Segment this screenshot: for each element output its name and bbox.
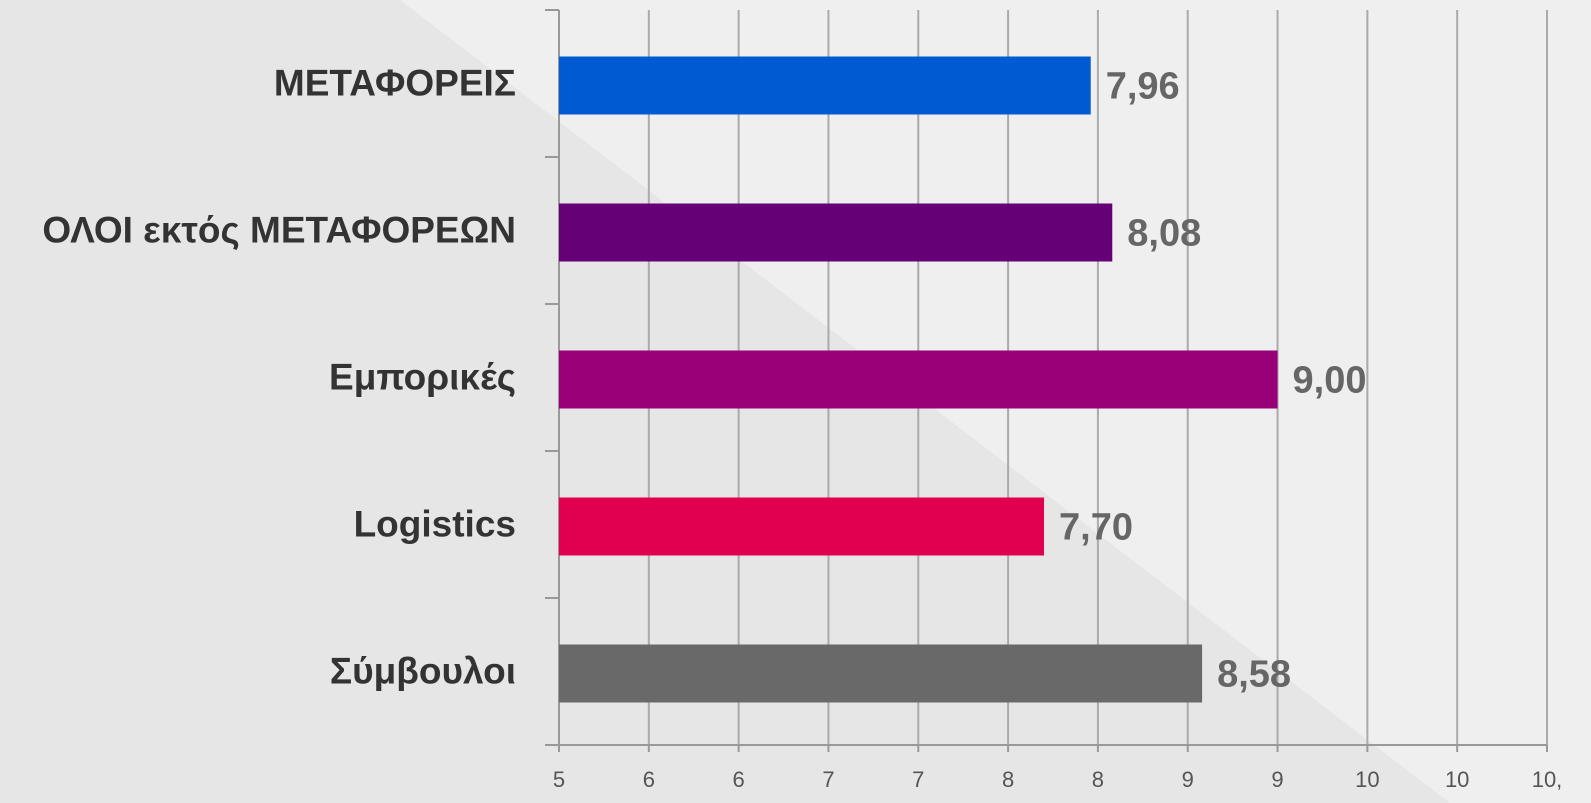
x-tick-label: 6 — [733, 767, 745, 792]
x-tick-label: 8 — [1002, 767, 1014, 792]
value-label: 7,70 — [1059, 507, 1133, 549]
x-tick-label: 8 — [1092, 767, 1104, 792]
category-label: ΜΕΤΑΦΟΡΕΙΣ — [274, 62, 516, 103]
bar — [559, 56, 1091, 115]
bar — [559, 203, 1113, 262]
x-tick-label: 10 — [1355, 767, 1379, 792]
value-label: 7,96 — [1106, 66, 1180, 108]
x-tick-label: 9 — [1271, 767, 1283, 792]
value-label: 9,00 — [1293, 360, 1367, 402]
category-label: ΟΛΟΙ εκτός ΜΕΤΑΦΟΡΕΩΝ — [42, 209, 516, 250]
bar — [559, 497, 1045, 556]
category-label: Εμπορικές — [329, 356, 516, 397]
bar — [559, 644, 1203, 703]
x-tick-label: 7 — [822, 767, 834, 792]
x-tick-label: 9 — [1182, 767, 1194, 792]
value-label: 8,08 — [1127, 213, 1201, 255]
x-tick-label: 7 — [912, 767, 924, 792]
bar — [559, 350, 1278, 409]
value-label: 8,58 — [1217, 654, 1291, 696]
x-tick-label: 5 — [553, 767, 565, 792]
x-tick-label: 6 — [643, 767, 655, 792]
category-label: Logistics — [354, 503, 516, 544]
x-tick-label: 10, — [1532, 767, 1563, 792]
category-label: Σύμβουλοι — [330, 650, 516, 691]
x-tick-label: 10 — [1445, 767, 1469, 792]
